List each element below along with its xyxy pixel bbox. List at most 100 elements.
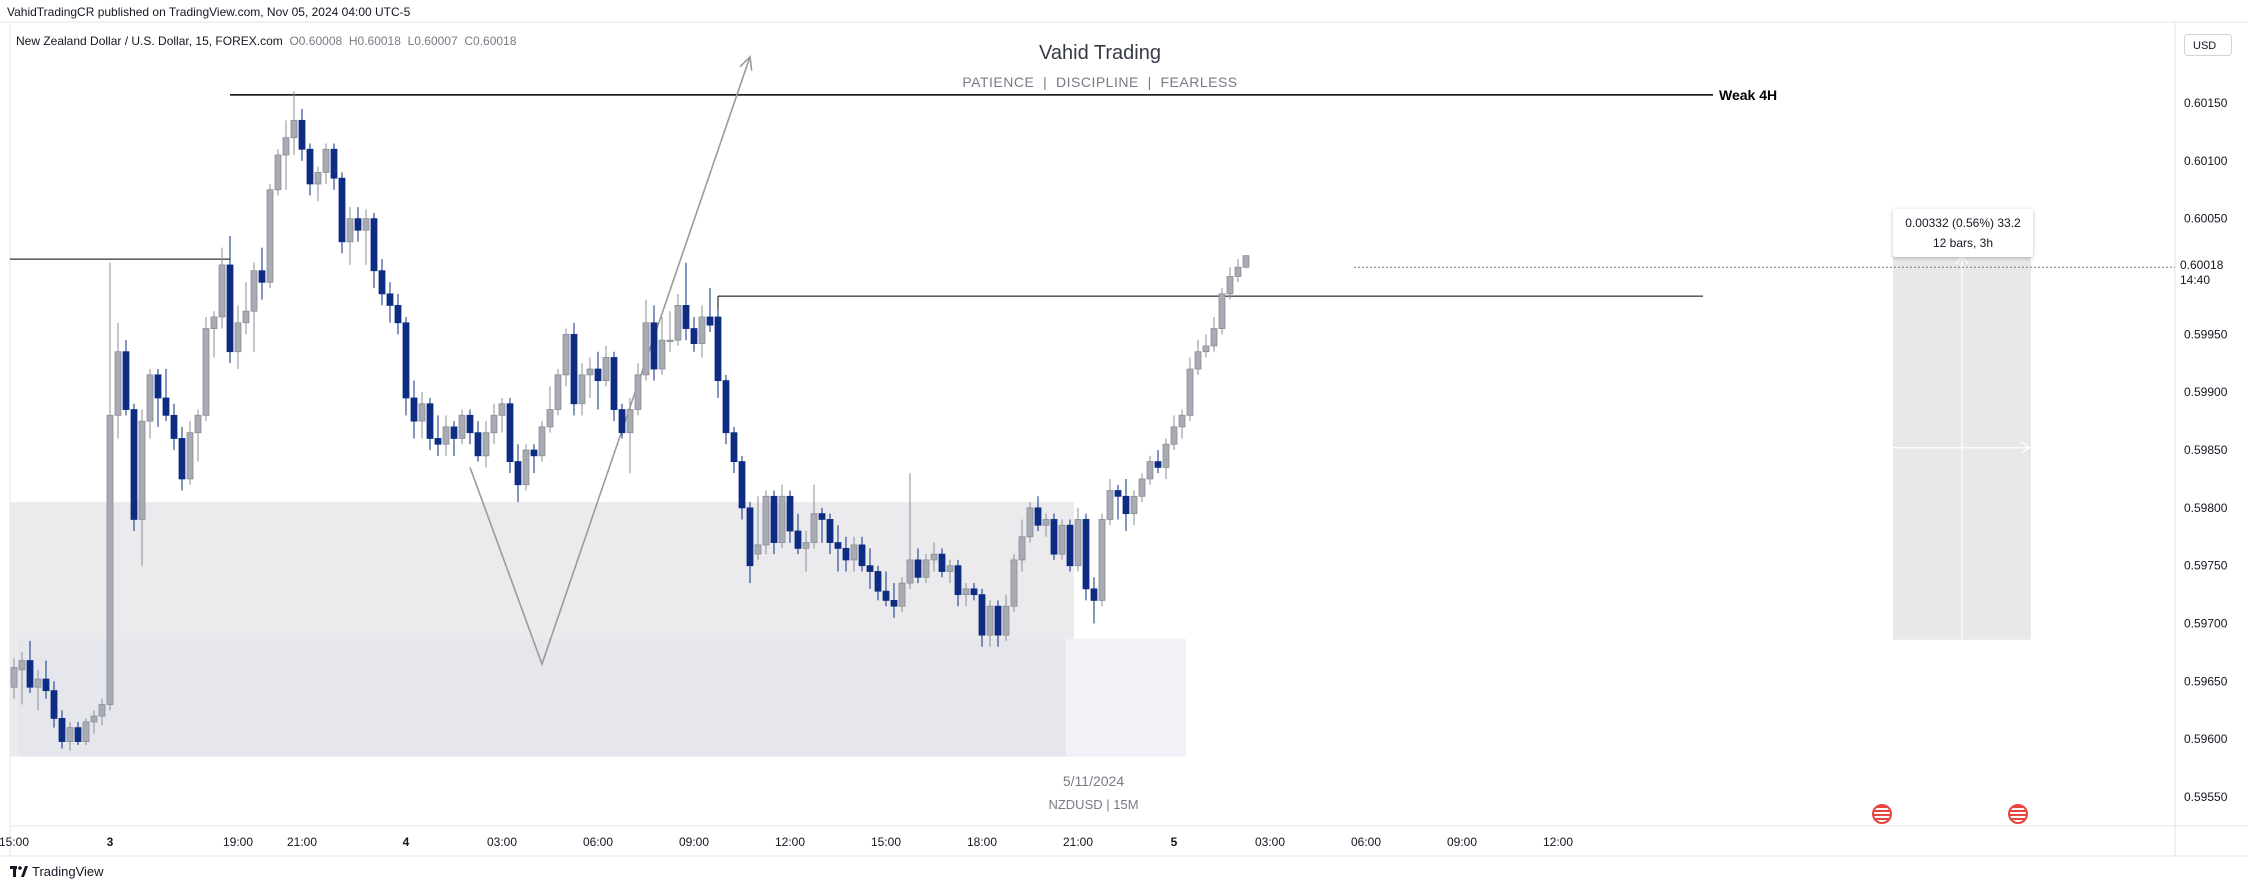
candle-body-down: [178, 438, 186, 480]
candle-body-up: [546, 409, 554, 428]
candle-body-up: [554, 374, 562, 410]
candle-body-up: [1210, 328, 1218, 347]
candle: [1042, 513, 1050, 537]
us-flag-event-icon[interactable]: [2008, 804, 2028, 824]
candle-body-down: [858, 544, 866, 567]
time-tick-label: 06:00: [583, 835, 613, 849]
last-price: 0.60018: [2180, 258, 2224, 272]
candle-body-up: [1010, 559, 1018, 607]
candle-body-down: [154, 374, 162, 399]
candle-body-up: [898, 582, 906, 607]
candle: [178, 426, 186, 491]
candle: [1074, 507, 1082, 572]
candle: [578, 363, 586, 416]
candle: [18, 652, 26, 705]
candle-body-up: [1234, 266, 1242, 277]
candle-body-down: [882, 590, 890, 601]
candle-body-up: [1178, 414, 1186, 428]
candle-body-down: [42, 678, 50, 692]
candle: [1194, 340, 1202, 375]
price-axis[interactable]: 0.59550 0.59600 0.59650 0.59700 0.59750 0.598…: [2184, 96, 2228, 804]
candle-body-up: [538, 426, 546, 457]
candle-body-down: [450, 426, 458, 439]
candle-body-down: [426, 403, 434, 439]
candle: [842, 536, 850, 572]
candle-body-up: [658, 339, 666, 370]
candle: [362, 209, 370, 265]
candle-body-up: [290, 119, 298, 139]
candle-body-up: [810, 513, 818, 543]
candle: [122, 340, 130, 416]
candle: [506, 397, 514, 474]
candle: [546, 386, 554, 433]
candle-body-up: [698, 316, 706, 344]
candle-body-down: [738, 461, 746, 509]
candle-body-down: [258, 270, 266, 283]
candle: [978, 588, 986, 647]
candle: [434, 415, 442, 456]
high-label: H: [348, 34, 358, 48]
candle: [1058, 519, 1066, 560]
candle-body-down: [706, 316, 714, 326]
candle-body-down: [506, 403, 514, 462]
candle-body-up: [1058, 524, 1066, 555]
candle: [322, 143, 330, 184]
brand-name: TradingView: [32, 864, 104, 879]
candle-body-down: [394, 305, 402, 324]
candle: [1098, 513, 1106, 607]
candle-body-up: [10, 667, 18, 688]
candle-body-up: [1002, 605, 1010, 636]
candle: [490, 403, 498, 445]
candle: [674, 293, 682, 346]
candle-body-down: [1050, 519, 1058, 555]
watermark-title: Vahid Trading: [1039, 42, 1161, 64]
candle: [1202, 334, 1210, 358]
candle-body-down: [1122, 495, 1130, 515]
candle: [306, 143, 314, 196]
symbol-name: New Zealand Dollar / U.S. Dollar, 15, FO…: [16, 34, 283, 48]
candle: [26, 640, 34, 693]
price-tick-label: 0.60150: [2184, 96, 2228, 110]
time-tick-label: 03:00: [487, 835, 517, 849]
tradingview-logo[interactable]: TradingView: [10, 864, 104, 879]
measure-arrowhead-right: [2020, 441, 2030, 455]
candle: [106, 262, 114, 711]
candle-body-up: [1106, 490, 1114, 520]
candle-body-down: [162, 397, 170, 416]
candle-body-down: [714, 316, 722, 382]
currency-button[interactable]: USD: [2184, 34, 2232, 56]
candle-body-down: [26, 660, 34, 688]
time-tick-label: 21:00: [287, 835, 317, 849]
candle: [466, 409, 474, 445]
candle: [522, 444, 530, 491]
candle-body-up: [114, 351, 122, 416]
candle: [1122, 478, 1130, 532]
candle-body-up: [634, 374, 642, 410]
weak-4h-label: Weak 4H: [1719, 87, 1777, 103]
candle: [1082, 513, 1090, 601]
candle: [242, 282, 250, 335]
candle-body-down: [994, 605, 1002, 636]
price-tick-label: 0.59600: [2184, 732, 2228, 746]
candle-body-up: [922, 559, 930, 578]
candle: [162, 369, 170, 422]
candle-body-up: [578, 374, 586, 405]
candle: [1186, 357, 1194, 422]
candle-body-down: [402, 322, 410, 399]
candle-body-up: [266, 189, 274, 283]
price-tick-label: 0.59800: [2184, 501, 2228, 515]
candle: [482, 421, 490, 468]
candle: [498, 397, 506, 433]
candle: [930, 542, 938, 572]
candle-body-up: [962, 588, 970, 596]
candle-body-up: [138, 420, 146, 520]
candle: [1210, 316, 1218, 352]
us-flag-event-icon[interactable]: [1872, 804, 1892, 824]
demand-zone: [18, 638, 1074, 757]
candle: [1050, 513, 1058, 560]
candle-body-up: [458, 414, 466, 439]
candle: [1226, 267, 1234, 300]
candle: [1242, 255, 1250, 269]
time-axis[interactable]: 15:00 3 19:00 21:00 4 03:00 06:00 09:00 12:00 15:…: [0, 835, 1573, 849]
